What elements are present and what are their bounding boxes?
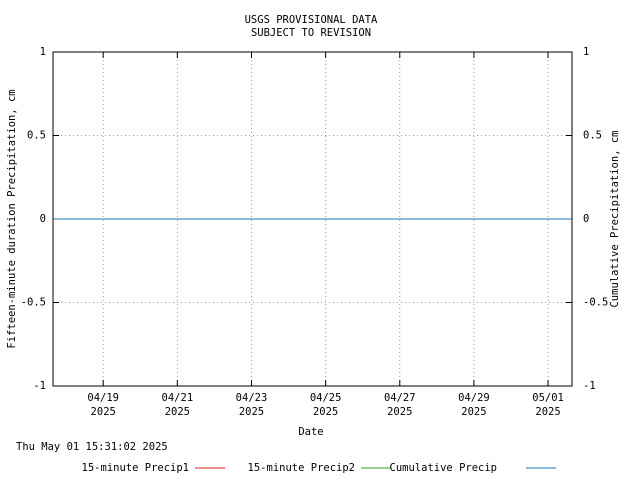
y2-tick-label: -0.5: [583, 297, 608, 309]
y-tick-label: -1: [33, 380, 46, 392]
timestamp: Thu May 01 15:31:02 2025: [16, 441, 168, 453]
x-tick-label: 05/01 2025: [532, 392, 564, 418]
x-tick-label: 04/19 2025: [87, 392, 119, 418]
x-tick-label: 04/25 2025: [310, 392, 342, 418]
plot-border: [52, 51, 573, 387]
x-tick-label: 04/29 2025: [458, 392, 490, 418]
y2-axis-label: Cumulative Precipitation, cm: [609, 130, 621, 307]
y2-tick-label: -1: [583, 380, 596, 392]
chart-title: USGS PROVISIONAL DATA: [245, 14, 378, 26]
legend-label: Cumulative Precip: [390, 462, 497, 474]
y-tick-label: 1: [40, 46, 46, 58]
x-tick-label: 04/27 2025: [384, 392, 416, 418]
y2-tick-label: 0: [583, 213, 589, 225]
x-tick-label: 04/23 2025: [236, 392, 268, 418]
y-tick-label: 0: [40, 213, 46, 225]
x-axis-label: Date: [298, 426, 323, 438]
y2-tick-label: 1: [583, 46, 589, 58]
y-tick-label: 0.5: [27, 130, 46, 142]
x-tick-label: 04/21 2025: [162, 392, 194, 418]
legend-label: 15-minute Precip2: [248, 462, 355, 474]
y-tick-label: -0.5: [21, 297, 46, 309]
chart-subtitle: SUBJECT TO REVISION: [251, 27, 371, 39]
legend-label: 15-minute Precip1: [82, 462, 189, 474]
y2-tick-label: 0.5: [583, 130, 602, 142]
y-axis-label: Fifteen-minute duration Precipitation, c…: [6, 89, 18, 348]
